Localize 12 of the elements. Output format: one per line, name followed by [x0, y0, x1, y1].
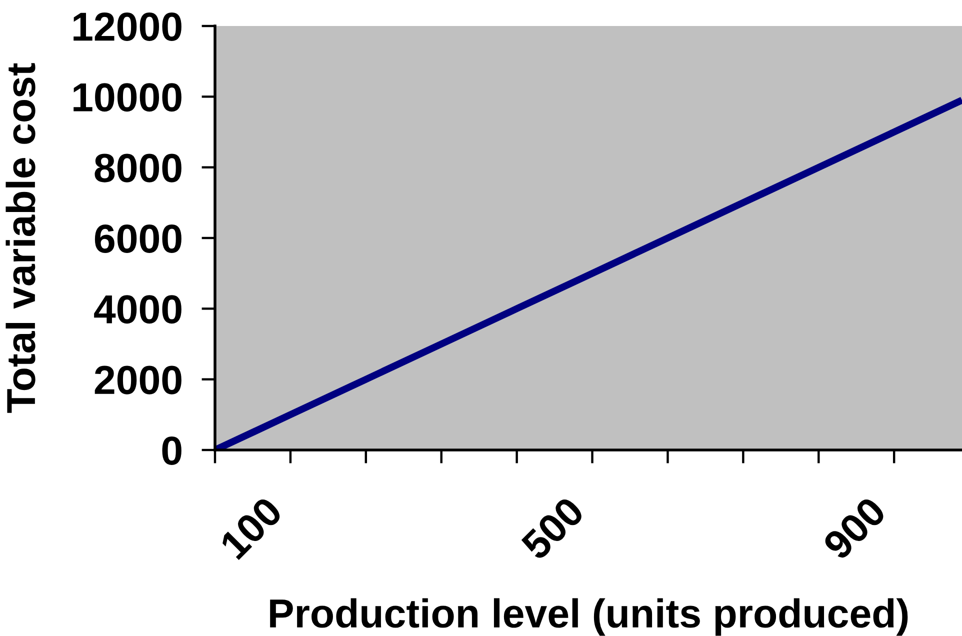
x-axis-title: Production level (units produced): [270, 598, 908, 636]
x-tick-label: 500: [520, 496, 586, 562]
y-axis-title: Total variable cost: [6, 63, 36, 413]
x-tick-label: 100: [218, 496, 284, 560]
y-tick-label: 2000: [94, 366, 182, 394]
y-tick-label: 4000: [94, 295, 182, 324]
x-tick-label: 900: [822, 496, 888, 562]
y-tick-label: 0: [162, 436, 182, 465]
y-tick-label: 6000: [94, 224, 182, 253]
y-tick-label: 10000: [74, 83, 182, 112]
y-tick-label: 12000: [74, 12, 182, 41]
y-tick-label: 8000: [94, 154, 182, 182]
